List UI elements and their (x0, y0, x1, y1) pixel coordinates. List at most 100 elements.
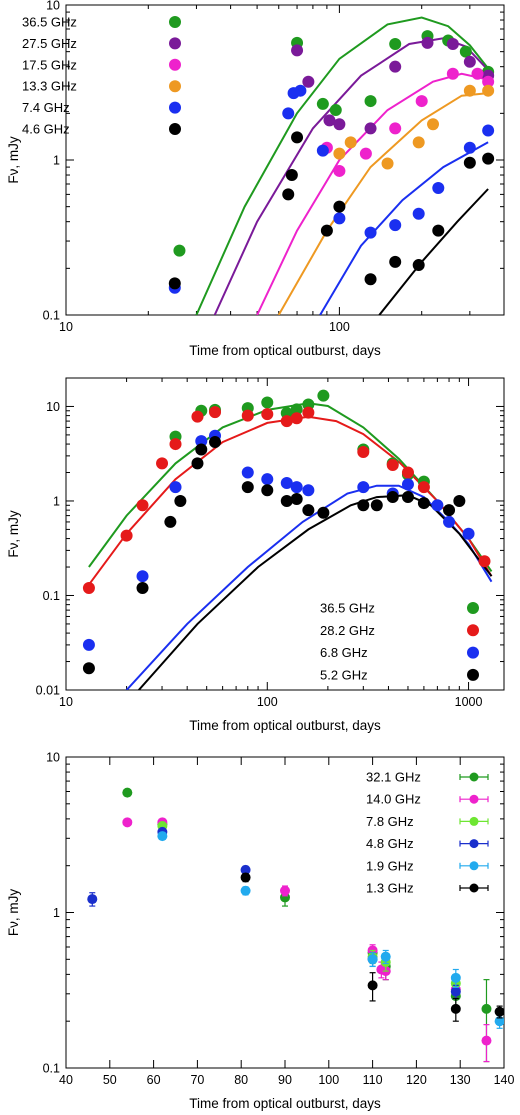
point-7-4-ghz (389, 219, 402, 232)
x-tick-label: 1000 (455, 695, 483, 709)
point-4-6-ghz (320, 224, 333, 237)
legend-label-27-5-ghz: 27.5 GHz (22, 36, 77, 51)
plot-area (87, 787, 504, 1063)
point-27-5-ghz (302, 75, 315, 88)
point-28-2-ghz (280, 415, 293, 428)
y-tick-label: 0.01 (36, 684, 60, 698)
point-6-8-ghz (82, 638, 95, 651)
point-5-2-ghz (453, 494, 466, 507)
point-27-5-ghz (291, 44, 304, 57)
point-17-5-ghz (482, 75, 495, 88)
point-5-2-ghz (174, 494, 187, 507)
point-28-2-ghz (82, 582, 95, 595)
legend-marker-13-3-ghz (169, 80, 181, 93)
point-13-3-ghz (482, 84, 495, 97)
point-5-2-ghz (317, 506, 330, 519)
point-28-2-ghz (209, 406, 222, 419)
x-tick-label: 60 (147, 1073, 161, 1087)
legend-label-4-6-ghz: 4.6 GHz (22, 122, 70, 137)
point-36-5-ghz (316, 97, 329, 110)
point-1-9-ghz (450, 972, 461, 983)
point-27-5-ghz (333, 118, 346, 131)
legend-label-36-5-ghz: 36.5 GHz (22, 15, 77, 30)
point-7-4-ghz (316, 144, 329, 157)
legend-marker-7-4-ghz (169, 101, 181, 114)
x-axis-label: Time from optical outburst, days (189, 1096, 381, 1111)
model-curve-5-2-ghz (138, 494, 493, 690)
point-7-4-ghz (463, 141, 476, 154)
x-axis-label: Time from optical outburst, days (189, 343, 381, 358)
point-17-5-ghz (446, 67, 459, 80)
point-6-8-ghz (261, 473, 274, 486)
legend-label-5-2-ghz: 5.2 GHz (320, 667, 368, 682)
point-4-6-ghz (463, 156, 476, 169)
point-17-5-ghz (333, 164, 346, 177)
point-28-2-ghz (290, 412, 303, 425)
x-tick-label: 80 (234, 1073, 248, 1087)
legend-marker-7-8-ghz (469, 816, 479, 826)
point-5-2-ghz (195, 443, 208, 456)
model-curve-27-5-ghz (213, 37, 489, 315)
point-5-2-ghz (386, 491, 399, 504)
legend-marker-36-5-ghz (467, 602, 479, 614)
point-4-6-ghz (282, 188, 295, 201)
panel-top-lightcurves: 10 100 0.1 1 10 Time from optical outburst, d… (6, 0, 505, 358)
point-4-6-ghz (291, 131, 304, 144)
point-14-0-ghz (122, 817, 133, 828)
legend-label-13-3-ghz: 13.3 GHz (22, 79, 77, 94)
plot-area (82, 389, 493, 690)
point-1-9-ghz (380, 951, 391, 962)
point-6-8-ghz (357, 481, 370, 494)
y-axis-label: Fν, mJy (6, 889, 21, 936)
point-36-5-ghz (364, 95, 377, 108)
legend-marker-1-3-ghz (469, 883, 479, 893)
point-28-2-ghz (261, 408, 274, 421)
point-1-3-ghz (240, 872, 251, 883)
point-5-2-ghz (191, 457, 204, 470)
point-5-2-ghz (357, 499, 370, 512)
legend-marker-36-5-ghz (169, 16, 181, 28)
point-13-3-ghz (463, 84, 476, 97)
legend-label-14-0-ghz: 14.0 GHz (366, 792, 421, 807)
point-6-8-ghz (169, 481, 182, 494)
point-36-5-ghz (173, 244, 186, 257)
plot-frame (65, 377, 505, 691)
legend-marker-32-1-ghz (469, 772, 479, 782)
point-5-2-ghz (290, 492, 303, 505)
legend-marker-4-8-ghz (469, 839, 479, 849)
point-27-5-ghz (446, 38, 459, 51)
point-4-8-ghz (87, 894, 98, 905)
point-4-6-ghz (432, 224, 445, 237)
point-4-6-ghz (412, 259, 425, 272)
x-tick-label: 100 (257, 695, 278, 709)
legend-marker-6-8-ghz (467, 646, 479, 659)
model-curve-6-8-ghz (125, 484, 493, 690)
legend-label-7-4-ghz: 7.4 GHz (22, 100, 70, 115)
point-32-1-ghz (481, 1003, 492, 1014)
point-13-3-ghz (381, 157, 394, 170)
point-7-4-ghz (282, 107, 295, 120)
point-14-0-ghz (280, 885, 290, 896)
point-5-2-ghz (302, 504, 315, 517)
point-1-3-ghz (494, 1006, 504, 1017)
legend-label-4-8-ghz: 4.8 GHz (366, 836, 414, 851)
panel-middle-lightcurves: 10 100 1000 0.01 0.1 1 10 Time from optical out… (6, 377, 505, 733)
point-28-2-ghz (241, 409, 254, 422)
legend-label-6-8-ghz: 6.8 GHz (320, 645, 368, 660)
point-4-6-ghz (285, 169, 298, 182)
point-36-5-ghz (459, 45, 472, 58)
point-1-9-ghz (367, 954, 378, 965)
point-5-2-ghz (136, 582, 149, 595)
point-4-6-ghz (389, 255, 402, 268)
y-tick-label: 1 (53, 906, 60, 920)
legend-label-36-5-ghz: 36.5 GHz (320, 601, 375, 616)
point-36-5-ghz (329, 104, 342, 117)
point-27-5-ghz (389, 60, 402, 73)
point-28-2-ghz (401, 466, 414, 479)
legend-marker-14-0-ghz (469, 794, 479, 804)
x-tick-label: 130 (450, 1073, 471, 1087)
x-tick-label: 70 (190, 1073, 204, 1087)
plot-frame (65, 756, 505, 1069)
point-5-2-ghz (401, 491, 414, 504)
